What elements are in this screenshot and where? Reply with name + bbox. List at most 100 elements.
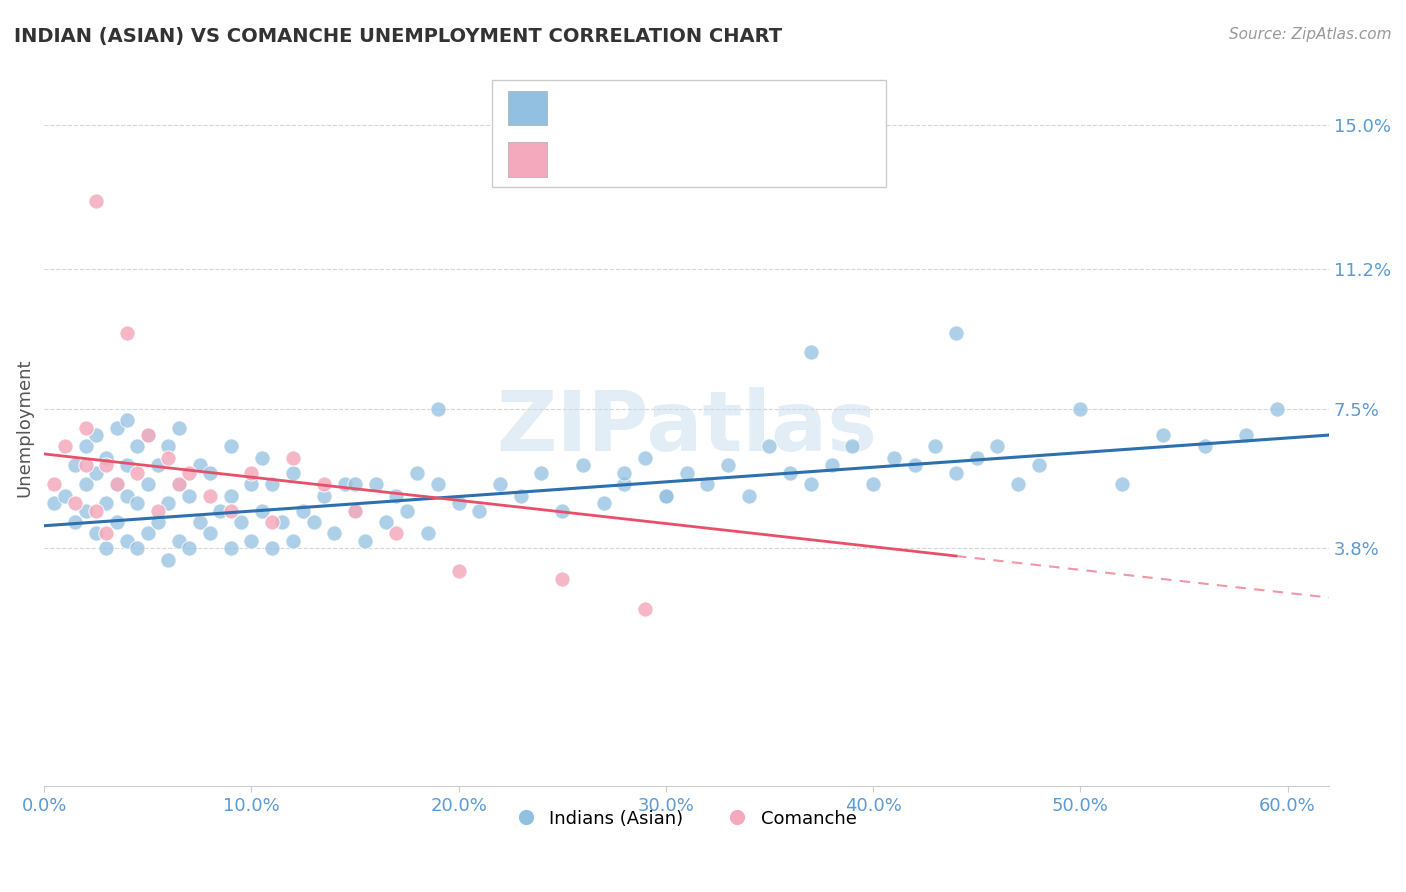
Point (167, 477, 190, 491)
FancyBboxPatch shape (508, 143, 547, 177)
Point (127, 466, 149, 480)
Point (157, 439, 180, 453)
FancyBboxPatch shape (492, 80, 886, 187)
Point (96, 541, 118, 556)
Point (127, 541, 149, 556)
Point (281, 466, 304, 480)
Point (229, 515, 252, 529)
Point (385, 489, 408, 503)
Point (84, 526, 107, 541)
Point (655, 489, 678, 503)
Text: 28: 28 (783, 150, 817, 169)
Point (312, 477, 335, 491)
Point (44, 496, 66, 510)
Point (198, 466, 221, 480)
Point (136, 477, 159, 491)
Point (841, 439, 863, 453)
Point (416, 526, 439, 541)
Point (945, 466, 967, 480)
Point (820, 458, 842, 473)
Point (509, 489, 531, 503)
Point (779, 466, 801, 480)
Point (800, 477, 823, 491)
Text: ZIPatlas: ZIPatlas (496, 387, 877, 468)
Point (115, 489, 138, 503)
Point (1194, 439, 1216, 453)
Point (281, 533, 304, 548)
Point (1234, 428, 1257, 442)
Point (1007, 477, 1029, 491)
Point (179, 489, 201, 503)
Point (592, 496, 614, 510)
Point (105, 477, 128, 491)
Point (209, 503, 232, 517)
Point (634, 602, 657, 616)
Point (468, 503, 491, 517)
Point (167, 533, 190, 548)
Point (179, 541, 201, 556)
Point (530, 466, 553, 480)
Point (343, 503, 366, 517)
Point (862, 477, 884, 491)
Point (613, 466, 636, 480)
Point (364, 477, 387, 491)
Point (84, 428, 107, 442)
Point (281, 450, 304, 465)
Point (1028, 458, 1050, 473)
Point (75, 477, 97, 491)
Point (738, 489, 761, 503)
Point (945, 326, 967, 340)
Point (551, 503, 574, 517)
Point (115, 458, 138, 473)
Point (219, 439, 242, 453)
Point (240, 477, 263, 491)
Text: 109: 109 (783, 99, 824, 118)
Point (634, 450, 657, 465)
Point (53, 439, 76, 453)
Point (758, 439, 780, 453)
Point (250, 503, 273, 517)
Point (903, 458, 925, 473)
Point (105, 477, 128, 491)
Point (63, 458, 86, 473)
Point (395, 503, 418, 517)
Point (447, 564, 470, 578)
Point (146, 515, 169, 529)
Point (96, 496, 118, 510)
Point (312, 489, 335, 503)
Point (167, 420, 190, 434)
Point (343, 477, 366, 491)
Point (1069, 401, 1091, 416)
Point (343, 503, 366, 517)
Point (924, 439, 946, 453)
Point (385, 526, 408, 541)
Point (219, 541, 242, 556)
Point (115, 413, 138, 427)
Point (44, 477, 66, 491)
Point (136, 428, 159, 442)
Text: N =: N = (717, 150, 754, 169)
Point (53, 489, 76, 503)
Point (800, 345, 823, 359)
Point (115, 326, 138, 340)
Point (179, 466, 201, 480)
Point (613, 477, 636, 491)
Point (167, 477, 190, 491)
Text: R =: R = (562, 150, 599, 169)
Point (105, 420, 128, 434)
Point (75, 420, 97, 434)
Text: 0.318: 0.318 (630, 99, 699, 118)
Point (426, 401, 449, 416)
Point (136, 526, 159, 541)
Point (986, 439, 1008, 453)
Point (1265, 401, 1288, 416)
Point (146, 458, 169, 473)
Point (127, 439, 149, 453)
Point (717, 458, 740, 473)
Point (240, 466, 263, 480)
Point (333, 477, 356, 491)
Text: -0.142: -0.142 (630, 150, 700, 169)
Text: Source: ZipAtlas.com: Source: ZipAtlas.com (1229, 27, 1392, 42)
Point (240, 533, 263, 548)
Point (675, 466, 697, 480)
